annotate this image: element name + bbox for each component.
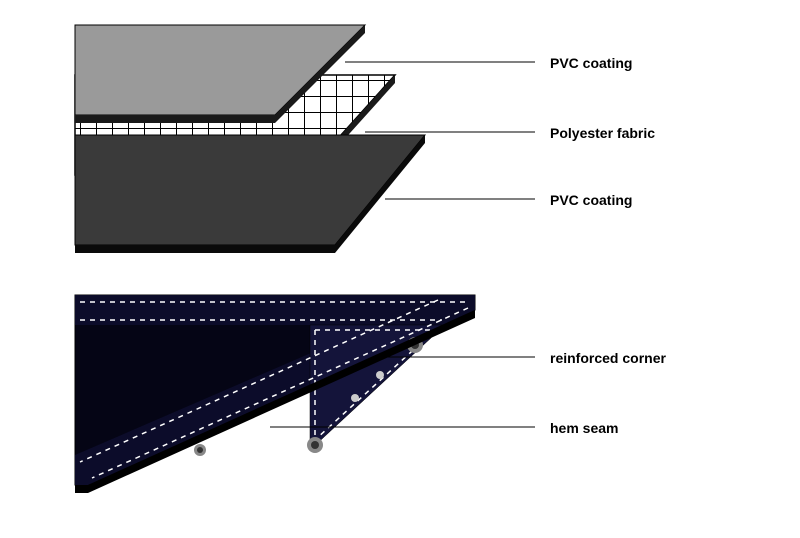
rivet-icon (351, 394, 359, 402)
label-reinforced-corner: reinforced corner (550, 350, 666, 366)
pvc-coating-bottom-layer (75, 135, 425, 253)
tarp-corner-piece (75, 295, 475, 493)
rivet-icon (376, 371, 384, 379)
label-hem-seam: hem seam (550, 420, 618, 436)
material-layers-diagram: PVC coating Polyester fabric PVC coating… (0, 0, 800, 533)
label-polyester-fabric: Polyester fabric (550, 125, 655, 141)
label-pvc-coating-top: PVC coating (550, 55, 632, 71)
label-pvc-coating-bottom: PVC coating (550, 192, 632, 208)
diagram-svg (0, 0, 800, 533)
